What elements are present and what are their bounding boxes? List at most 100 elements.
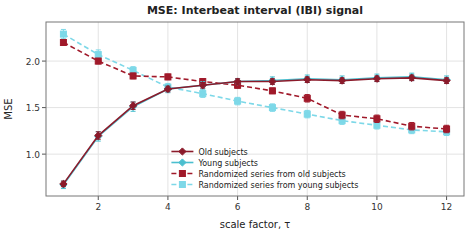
point bbox=[130, 73, 136, 79]
point bbox=[234, 78, 241, 85]
point bbox=[443, 77, 450, 84]
point bbox=[60, 39, 66, 45]
point bbox=[269, 105, 275, 111]
tick-label: 2 bbox=[95, 202, 101, 212]
point bbox=[338, 77, 345, 84]
error-bar bbox=[409, 122, 414, 129]
point bbox=[95, 58, 101, 64]
point bbox=[165, 74, 171, 80]
legend-marker bbox=[179, 171, 185, 177]
point bbox=[304, 76, 311, 83]
tick-mark bbox=[307, 196, 308, 200]
error-bar bbox=[200, 90, 205, 97]
point bbox=[129, 103, 136, 110]
point bbox=[235, 98, 241, 104]
point bbox=[60, 180, 67, 187]
tick-label: 12 bbox=[441, 202, 452, 212]
point bbox=[339, 112, 345, 118]
error-bar bbox=[165, 74, 170, 80]
legend-marker bbox=[179, 148, 186, 155]
point bbox=[269, 88, 275, 94]
plot-area bbox=[46, 22, 464, 196]
point bbox=[60, 181, 67, 188]
tick-mark bbox=[446, 196, 447, 200]
point bbox=[373, 74, 380, 81]
point bbox=[304, 111, 310, 117]
error-bar bbox=[340, 111, 345, 118]
tick-mark bbox=[167, 196, 168, 200]
error-bar bbox=[61, 29, 66, 38]
error-bar bbox=[131, 73, 136, 79]
grid-line bbox=[446, 22, 447, 196]
tick-label: 2.0 bbox=[26, 57, 41, 67]
point bbox=[269, 78, 276, 85]
error-cap bbox=[61, 29, 66, 30]
chart: 1.0 1.5 2.0 2 4 6 8 10 12 MSE: Interbeat interval… bbox=[0, 0, 474, 234]
grid-line bbox=[46, 107, 464, 108]
grid-line bbox=[46, 154, 464, 155]
grid-line bbox=[376, 22, 377, 196]
data-layer bbox=[60, 29, 450, 188]
grid-line bbox=[98, 22, 99, 196]
legend-label: Young subjects bbox=[197, 159, 258, 168]
error-bar bbox=[61, 40, 66, 46]
series-line bbox=[63, 78, 446, 184]
error-bar bbox=[235, 97, 240, 104]
tick-mark bbox=[98, 196, 99, 200]
point bbox=[304, 95, 310, 101]
point bbox=[269, 77, 276, 84]
tick-mark bbox=[42, 154, 46, 155]
y-axis-label: MSE bbox=[3, 98, 14, 119]
point bbox=[444, 126, 450, 132]
tick-mark bbox=[376, 196, 377, 200]
grid-line bbox=[46, 61, 464, 62]
point bbox=[199, 82, 206, 89]
point bbox=[234, 78, 241, 85]
series bbox=[60, 74, 450, 187]
point bbox=[164, 85, 171, 92]
point bbox=[408, 74, 415, 81]
tick-mark bbox=[42, 107, 46, 108]
tick-label: 4 bbox=[165, 202, 171, 212]
error-bar bbox=[96, 58, 101, 64]
tick-mark bbox=[237, 196, 238, 200]
plot-frame bbox=[46, 22, 464, 196]
tick-label: 10 bbox=[371, 202, 383, 212]
point bbox=[164, 85, 171, 92]
tick-label: 1.5 bbox=[26, 103, 40, 113]
tick-label: 6 bbox=[235, 202, 241, 212]
point bbox=[95, 132, 102, 139]
point bbox=[304, 75, 311, 82]
tick-label: 1.0 bbox=[26, 150, 41, 160]
error-bar bbox=[270, 104, 275, 111]
point bbox=[129, 102, 136, 109]
tick-label: 8 bbox=[304, 202, 310, 212]
legend: Old subjects Young subjects Randomized ser… bbox=[171, 148, 358, 190]
point bbox=[95, 52, 101, 58]
error-bar bbox=[444, 125, 449, 132]
point bbox=[338, 76, 345, 83]
legend-label: Old subjects bbox=[198, 148, 247, 157]
point bbox=[409, 123, 415, 129]
series bbox=[60, 73, 450, 188]
point bbox=[373, 75, 380, 82]
point bbox=[408, 73, 415, 80]
legend-marker bbox=[179, 159, 186, 166]
legend-label: Randomized series from old subjects bbox=[198, 170, 345, 179]
error-bar bbox=[305, 110, 310, 117]
error-bar bbox=[305, 95, 310, 102]
point bbox=[374, 116, 380, 122]
tick-mark bbox=[42, 61, 46, 62]
error-bar bbox=[374, 122, 379, 129]
legend-label: Randomized series from young subjects bbox=[198, 181, 358, 190]
title: MSE: Interbeat interval (IBI) signal bbox=[147, 4, 363, 17]
error-cap bbox=[96, 49, 101, 50]
point bbox=[199, 82, 206, 89]
series-line bbox=[63, 77, 446, 185]
point bbox=[443, 76, 450, 83]
grid-line bbox=[167, 22, 168, 196]
error-bar bbox=[270, 88, 275, 94]
point bbox=[200, 91, 206, 97]
point bbox=[60, 31, 66, 37]
legend-marker bbox=[179, 182, 185, 188]
